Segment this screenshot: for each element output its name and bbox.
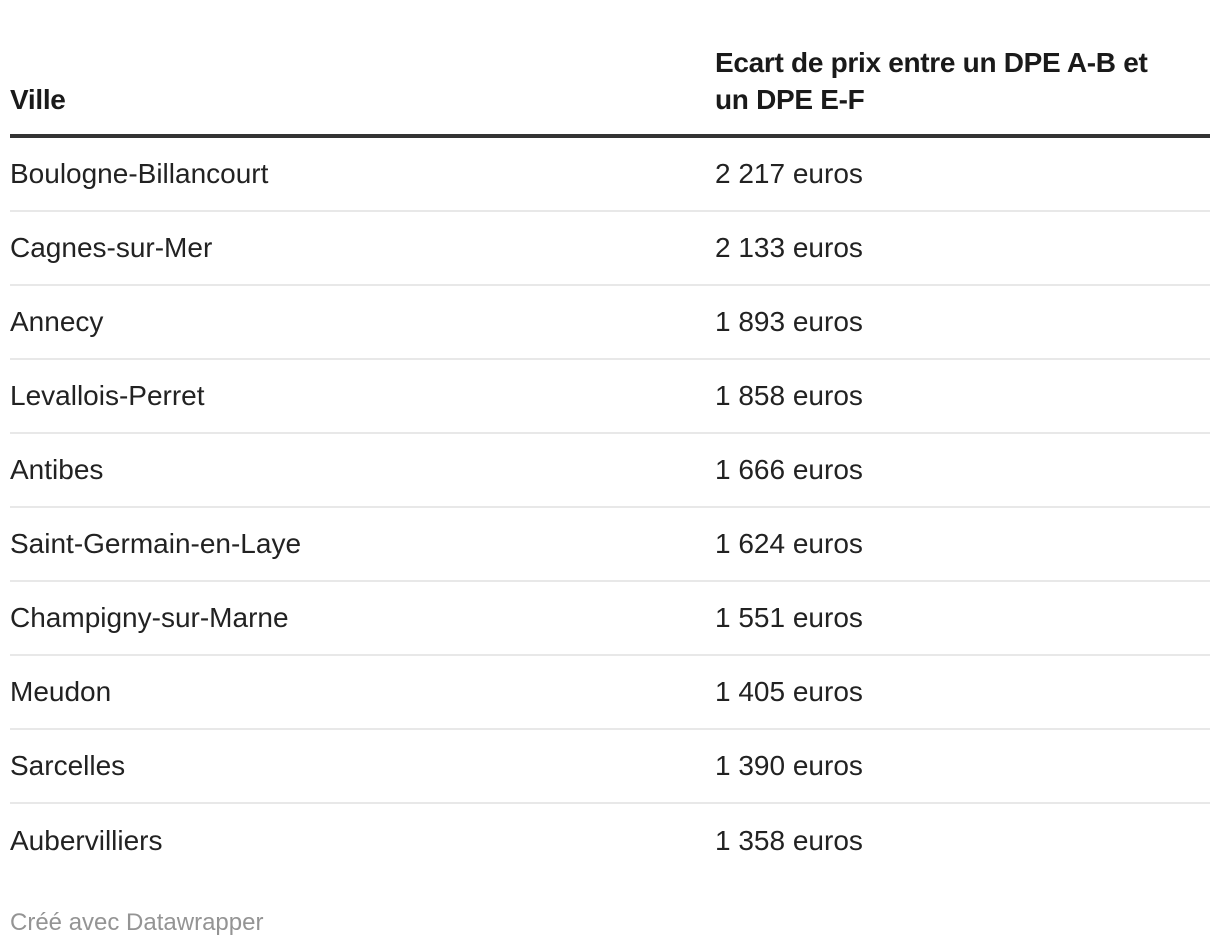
table-row: Aubervilliers 1 358 euros [10,803,1210,878]
table-row: Champigny-sur-Marne 1 551 euros [10,581,1210,656]
ecart-cell: 1 893 euros [715,285,1210,360]
table-row: Meudon 1 405 euros [10,655,1210,730]
ville-cell: Levallois-Perret [10,359,715,434]
table-row: Saint-Germain-en-Laye 1 624 euros [10,507,1210,582]
ville-cell: Antibes [10,433,715,508]
column-header-ville-label: Ville [10,84,66,115]
ville-cell: Champigny-sur-Marne [10,581,715,656]
ecart-cell: 1 858 euros [715,359,1210,434]
table-row: Sarcelles 1 390 euros [10,729,1210,804]
table-row: Cagnes-sur-Mer 2 133 euros [10,211,1210,286]
footer: Créé avec Datawrapper [10,908,1210,938]
ville-cell: Saint-Germain-en-Laye [10,507,715,582]
ecart-cell: 1 551 euros [715,581,1210,656]
ecart-cell: 2 217 euros [715,136,1210,212]
table-header: Ville Ecart de prix entre un DPE A-B et … [10,0,1210,138]
table-row: Antibes 1 666 euros [10,433,1210,508]
table-row: Levallois-Perret 1 858 euros [10,359,1210,434]
ecart-cell: 1 666 euros [715,433,1210,508]
ecart-cell: 1 390 euros [715,729,1210,804]
table-row: Annecy 1 893 euros [10,285,1210,360]
data-table: Ville Ecart de prix entre un DPE A-B et … [10,0,1210,878]
column-header-ecart-label-line2: un DPE E-F [715,84,865,115]
table-body: Boulogne-Billancourt 2 217 euros Cagnes-… [10,136,1210,878]
ecart-cell: 1 624 euros [715,507,1210,582]
column-header-ecart-label-line1: Ecart de prix entre un DPE A-B et [715,47,1148,78]
datawrapper-attribution-link[interactable]: Créé avec Datawrapper [10,909,264,936]
ecart-cell: 1 358 euros [715,825,863,856]
table-row: Boulogne-Billancourt 2 217 euros [10,136,1210,212]
ville-cell: Boulogne-Billancourt [10,136,715,212]
ecart-cell: 1 405 euros [715,655,1210,730]
column-header-ville: Ville [10,0,715,138]
ville-cell: Annecy [10,285,715,360]
ville-cell: Sarcelles [10,729,715,804]
ville-cell: Meudon [10,655,715,730]
ville-cell: Cagnes-sur-Mer [10,211,715,286]
column-header-ecart: Ecart de prix entre un DPE A-B et un DPE… [715,0,1210,138]
ville-cell: Aubervilliers [10,825,163,856]
header-row: Ville Ecart de prix entre un DPE A-B et … [10,0,1210,138]
ecart-cell: 2 133 euros [715,211,1210,286]
